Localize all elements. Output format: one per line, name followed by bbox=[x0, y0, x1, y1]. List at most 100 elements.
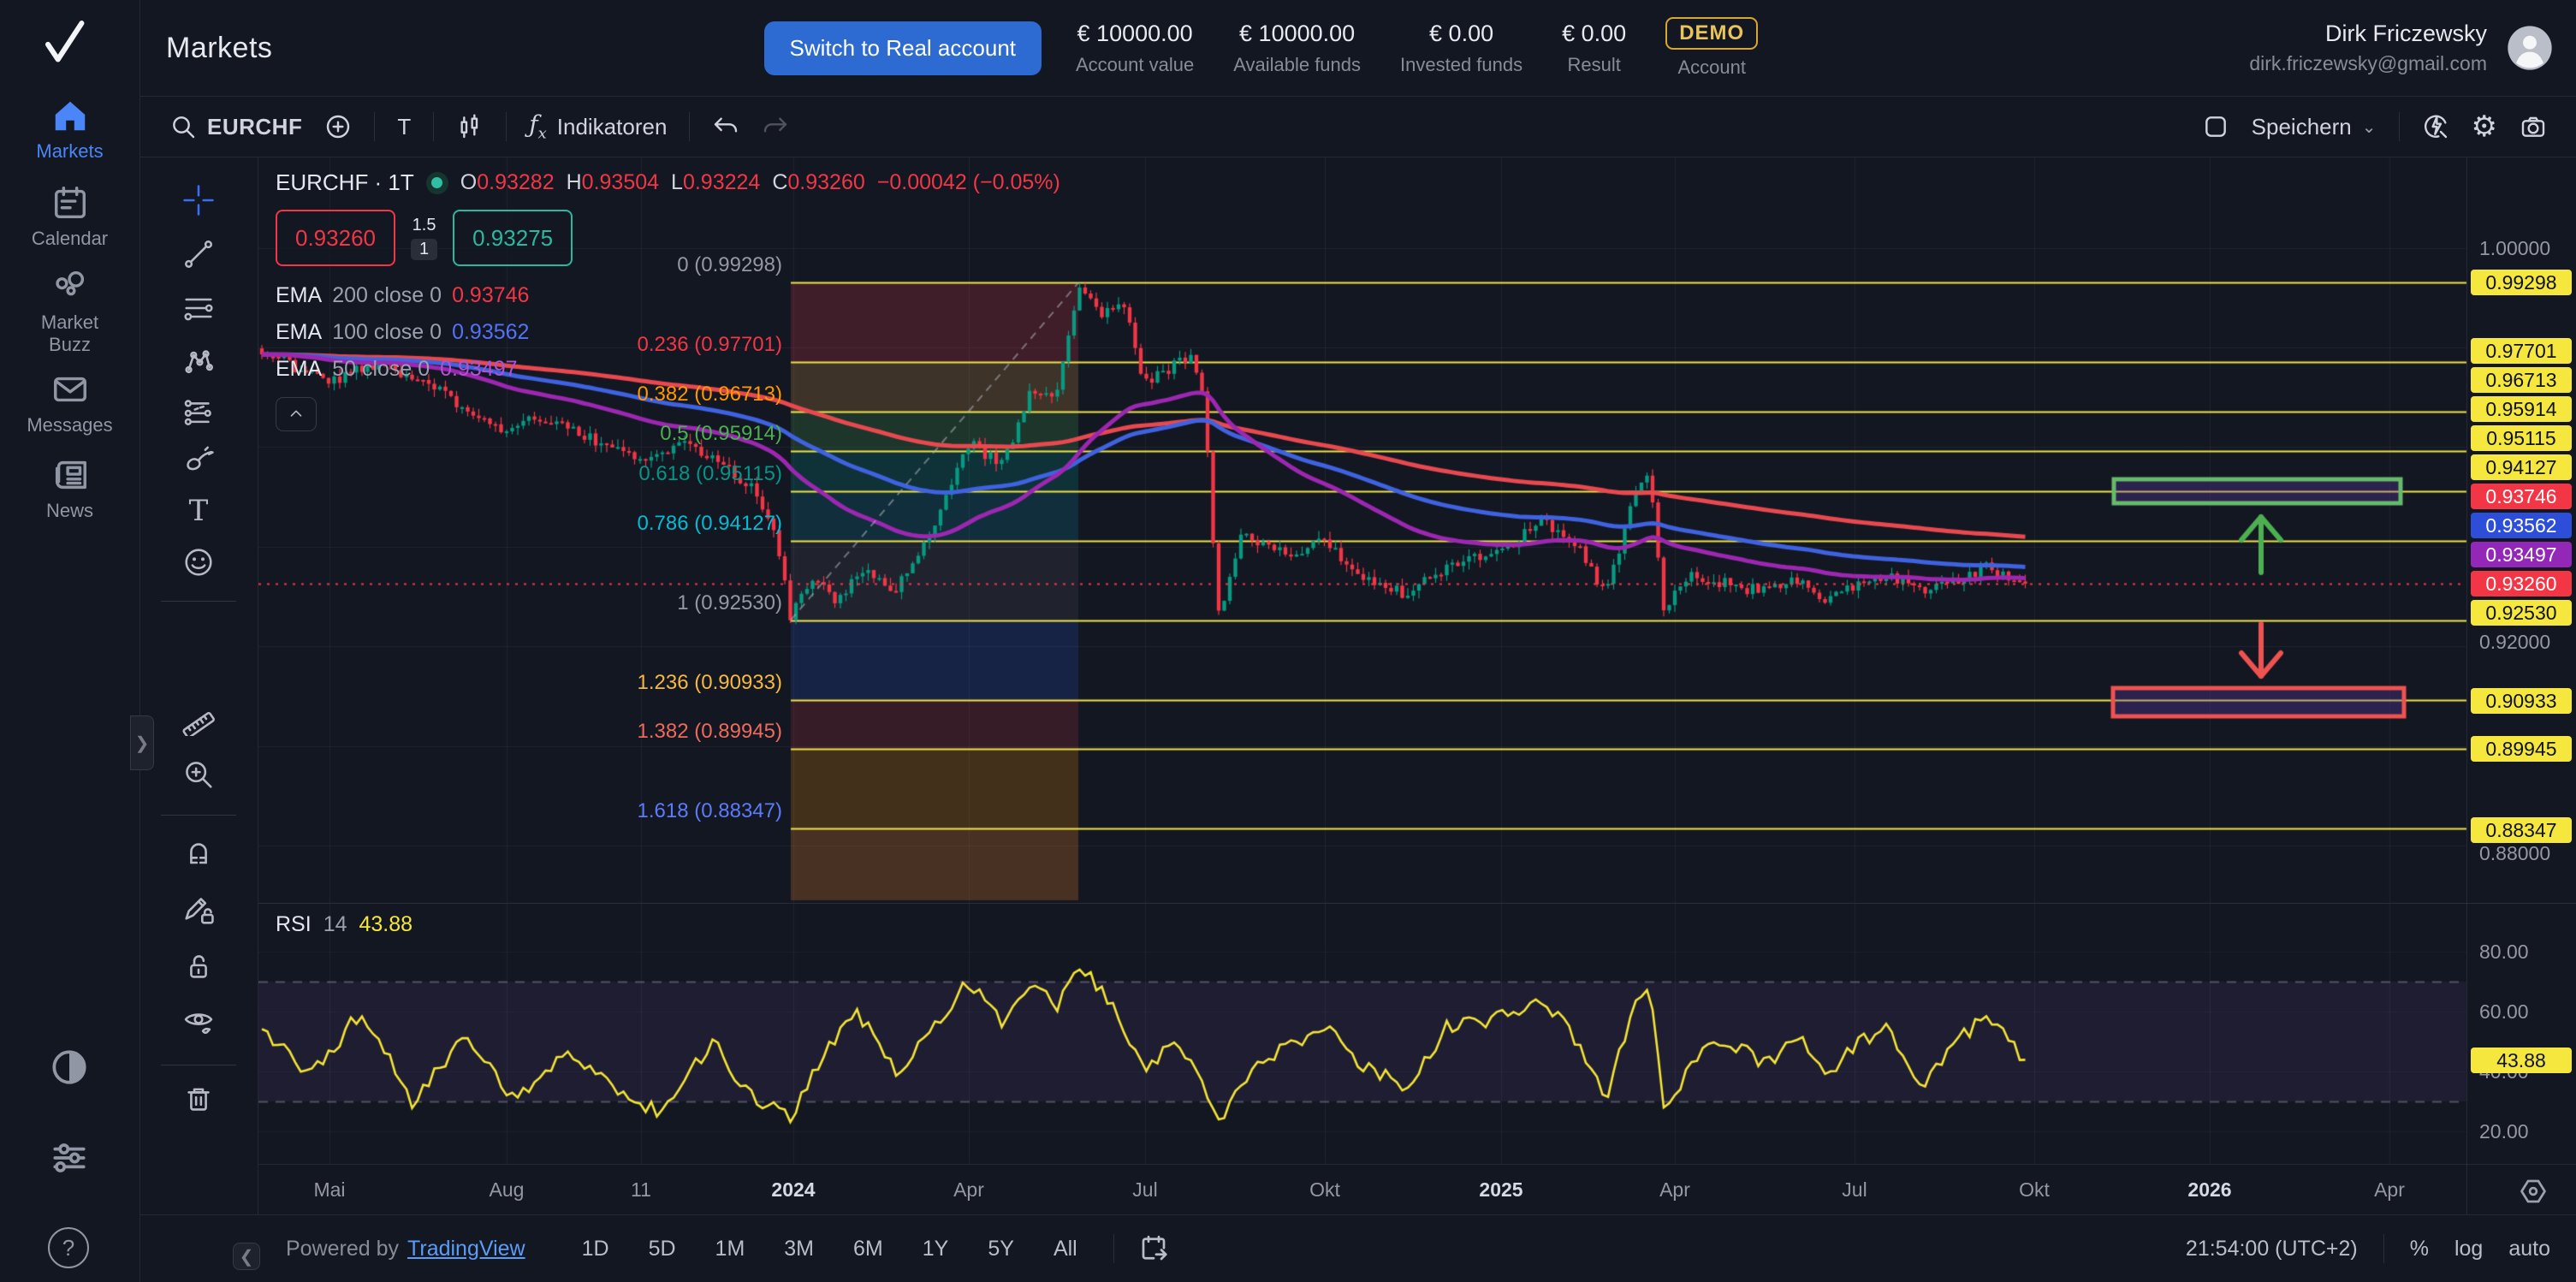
range-button-1y[interactable]: 1Y bbox=[922, 1236, 949, 1261]
powered-by: Powered by TradingView bbox=[286, 1236, 525, 1261]
range-button-1d[interactable]: 1D bbox=[581, 1236, 609, 1261]
fx-icon: ƒx bbox=[529, 110, 547, 143]
rsi-legend[interactable]: RSI 14 43.88 bbox=[276, 912, 413, 936]
flash-search-icon bbox=[2424, 115, 2447, 139]
chevron-down-icon: ⌄ bbox=[2361, 117, 2377, 137]
time-axis-label: Aug bbox=[489, 1178, 525, 1201]
sidebar-item-markets[interactable]: Markets bbox=[0, 96, 139, 163]
house-icon bbox=[50, 96, 90, 135]
tradingview-link[interactable]: TradingView bbox=[407, 1236, 525, 1261]
lock-icon[interactable] bbox=[169, 943, 228, 991]
chart-pane: EURCHF · 1T O0.93282 H0.93504 L0.93224 C0.9… bbox=[258, 157, 2576, 1214]
zoom-in-icon[interactable] bbox=[169, 751, 228, 798]
time-axis-label: Jul bbox=[1132, 1178, 1158, 1201]
user-info[interactable]: Dirk Friczewsky dirk.friczewsky@gmail.co… bbox=[2249, 21, 2487, 75]
price-badge: 0.96713 bbox=[2471, 367, 2572, 393]
log-scale-toggle[interactable]: log bbox=[2454, 1236, 2484, 1261]
hide-drawings-icon[interactable] bbox=[169, 998, 228, 1046]
account-value: € 0.00 bbox=[1429, 20, 1494, 46]
range-button-3m[interactable]: 3M bbox=[784, 1236, 815, 1261]
ema-legend-row[interactable]: EMA 200 close 0 0.93746 bbox=[276, 283, 530, 307]
quick-search-button[interactable] bbox=[2422, 113, 2449, 140]
crosshair-icon[interactable] bbox=[169, 176, 228, 224]
ohlc-pair: C0.93260 bbox=[772, 170, 865, 194]
fib-retracement-icon[interactable] bbox=[169, 284, 228, 332]
emoji-icon[interactable] bbox=[169, 538, 228, 586]
legend-symbol[interactable]: EURCHF · 1T bbox=[276, 169, 414, 195]
time-axis[interactable]: Mai Aug 11 2024 Apr Jul Okt 2025 Apr Jul Okt 2026 Ap… bbox=[258, 1164, 2576, 1214]
range-button-5d[interactable]: 5D bbox=[648, 1236, 676, 1261]
legend-collapse-button[interactable] bbox=[276, 397, 317, 431]
range-button-1m[interactable]: 1M bbox=[715, 1236, 745, 1261]
save-layout-button[interactable]: Speichern ⌄ bbox=[2251, 113, 2377, 139]
sidebar-item-calendar[interactable]: Calendar bbox=[0, 183, 139, 250]
sidebar-item-market-buzz[interactable]: Market Buzz bbox=[0, 267, 139, 356]
sidebar-item-news[interactable]: News bbox=[0, 455, 139, 522]
sidebar-item-label: Calendar bbox=[31, 228, 109, 249]
account-type-label: Account bbox=[1677, 56, 1746, 78]
help-icon[interactable]: ? bbox=[48, 1227, 91, 1270]
switch-to-real-account-button[interactable]: Switch to Real account bbox=[763, 21, 1042, 75]
range-button-5y[interactable]: 5Y bbox=[988, 1236, 1014, 1261]
price-badge: 0.93260 bbox=[2471, 571, 2572, 596]
price-badge: 0.93562 bbox=[2471, 513, 2572, 538]
market-status-dot bbox=[425, 171, 448, 194]
indicators-button[interactable]: ƒx Indikatoren bbox=[529, 110, 668, 143]
news-icon bbox=[50, 455, 90, 495]
range-button-6m[interactable]: 6M bbox=[853, 1236, 883, 1261]
sidebar-item-label: News bbox=[45, 500, 93, 521]
compare-add-symbol-button[interactable] bbox=[324, 113, 352, 140]
price-scale[interactable]: 1.000000.920000.8800080.0060.0040.0020.0… bbox=[2466, 157, 2576, 1214]
price-badge: 0.92530 bbox=[2471, 600, 2572, 626]
chart-style-button[interactable] bbox=[456, 113, 484, 140]
undo-button[interactable] bbox=[712, 113, 739, 140]
auto-scale-toggle[interactable]: auto bbox=[2508, 1236, 2550, 1261]
fib-level-label: 1.382 (0.89945) bbox=[637, 720, 782, 744]
sidebar-item-messages[interactable]: Messages bbox=[0, 370, 139, 436]
layout-select-button[interactable] bbox=[2202, 113, 2229, 140]
redo-button[interactable] bbox=[762, 113, 789, 140]
trash-icon[interactable] bbox=[169, 1076, 228, 1124]
scale-settings-hexagon-icon[interactable] bbox=[2518, 1176, 2549, 1207]
settings-button[interactable]: ⚙ bbox=[2472, 112, 2497, 141]
toolbar-divider bbox=[374, 112, 376, 141]
drawing-toolbar-collapse-tab[interactable]: ❮ bbox=[233, 1243, 260, 1270]
pane-divider[interactable] bbox=[258, 903, 2576, 904]
projection-icon[interactable] bbox=[169, 387, 228, 435]
time-axis-label: 2025 bbox=[1479, 1178, 1523, 1201]
text-icon[interactable]: T bbox=[188, 494, 209, 528]
price-badge: 0.89945 bbox=[2471, 736, 2572, 762]
sidebar-expand-tab[interactable]: ❯ bbox=[130, 715, 154, 770]
preferences-sliders-icon[interactable] bbox=[48, 1137, 91, 1179]
avatar[interactable] bbox=[2506, 24, 2554, 72]
clock[interactable]: 21:54:00 (UTC+2) bbox=[2185, 1236, 2358, 1261]
ruler-icon[interactable] bbox=[169, 695, 228, 743]
snapshot-button[interactable] bbox=[2520, 113, 2547, 140]
ema-legend-row[interactable]: EMA 50 close 0 0.93497 bbox=[276, 357, 518, 381]
buy-ask-button[interactable]: 0.93275 bbox=[453, 210, 573, 266]
interval-button[interactable]: T bbox=[397, 113, 412, 139]
chart-canvas[interactable] bbox=[258, 157, 2576, 1214]
range-button-all[interactable]: All bbox=[1053, 1236, 1077, 1261]
trend-line-icon[interactable] bbox=[169, 230, 228, 278]
percent-scale-toggle[interactable]: % bbox=[2409, 1236, 2429, 1261]
envelope-icon bbox=[50, 370, 90, 409]
xabcd-pattern-icon[interactable] bbox=[169, 337, 228, 385]
symbol-search-button[interactable]: EURCHF bbox=[169, 113, 302, 140]
broker-logo-checkmark-icon[interactable] bbox=[34, 12, 94, 72]
ohlc-pair: L0.93224 bbox=[671, 170, 761, 194]
top-bar: Markets Switch to Real account € 10000.0… bbox=[140, 0, 2576, 97]
sell-bid-button[interactable]: 0.93260 bbox=[276, 210, 395, 266]
theme-contrast-icon[interactable] bbox=[48, 1046, 91, 1089]
gear-icon: ⚙ bbox=[2471, 110, 2497, 143]
magnet-icon[interactable] bbox=[169, 830, 228, 878]
timeframe-buttons: 1D 5D 1M 3M 6M 1Y 5Y All bbox=[570, 1232, 1089, 1267]
go-to-date-icon[interactable] bbox=[1138, 1233, 1169, 1264]
sidebar-item-label: Messages bbox=[27, 414, 113, 436]
brush-icon[interactable] bbox=[169, 434, 228, 482]
account-value: € 10000.00 bbox=[1239, 20, 1356, 46]
drawing-lock-icon[interactable] bbox=[169, 887, 228, 935]
ema-legend-row[interactable]: EMA 100 close 0 0.93562 bbox=[276, 320, 530, 344]
undo-icon bbox=[715, 117, 738, 133]
